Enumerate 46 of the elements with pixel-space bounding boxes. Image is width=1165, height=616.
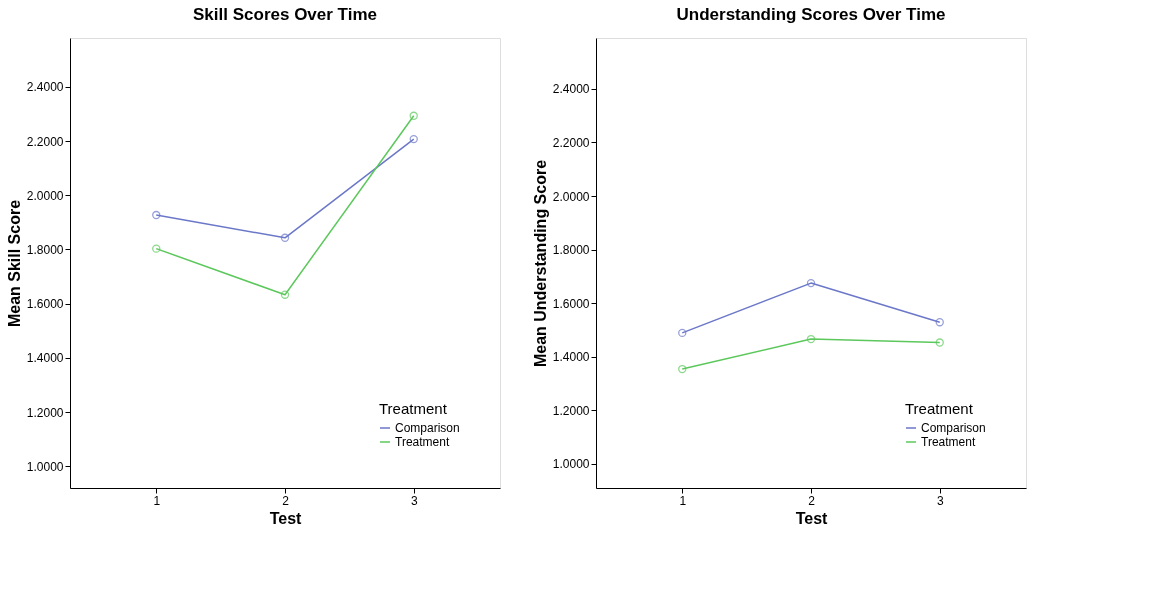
point	[678, 328, 687, 338]
point	[678, 364, 687, 374]
y-tick-label: 1.2000	[26, 405, 64, 420]
point	[280, 233, 290, 242]
point	[935, 338, 944, 347]
legend-title: Treatment	[379, 400, 448, 417]
point	[806, 278, 816, 288]
chart-title: Skill Scores Over Time	[193, 5, 377, 24]
point	[152, 244, 161, 253]
y-tick-label: 1.8000	[26, 242, 64, 257]
y-tick-label: 2.2000	[552, 135, 590, 150]
legend-label: Treatment	[395, 435, 450, 449]
point	[409, 134, 418, 144]
y-tick-label: 2.4000	[26, 80, 64, 95]
legend-label: Comparison	[395, 421, 460, 435]
y-axis-title: Mean Understanding Score	[531, 159, 549, 368]
y-tick-label: 1.0000	[552, 457, 590, 472]
legend-label: Comparison	[921, 421, 986, 435]
y-tick-label: 1.4000	[552, 350, 590, 365]
x-tick-label: 3	[936, 493, 944, 508]
y-tick-label: 1.0000	[26, 459, 64, 474]
y-tick-label: 2.2000	[26, 134, 64, 149]
y-tick-label: 2.0000	[26, 188, 64, 203]
point	[409, 111, 418, 120]
chart-title: Understanding Scores Over Time	[676, 5, 946, 24]
x-tick-label: 2	[808, 493, 816, 508]
point	[152, 210, 161, 220]
x-tick-label: 3	[410, 493, 418, 508]
y-tick-label: 1.4000	[26, 351, 64, 366]
y-tick-label: 1.6000	[552, 296, 590, 311]
x-tick-label: 1	[679, 493, 687, 508]
x-axis-title: Test	[269, 509, 303, 527]
legend-label: Treatment	[921, 435, 976, 449]
y-tick-label: 2.4000	[552, 82, 590, 97]
y-tick-label: 2.0000	[552, 189, 590, 204]
legend-title: Treatment	[905, 400, 974, 417]
point	[935, 318, 944, 327]
x-axis-title: Test	[795, 509, 829, 527]
x-tick-label: 1	[153, 493, 161, 508]
y-tick-label: 1.2000	[552, 403, 590, 418]
point	[280, 290, 290, 299]
y-tick-label: 1.6000	[26, 297, 64, 312]
point	[806, 334, 816, 344]
x-tick-label: 2	[282, 493, 290, 508]
y-tick-label: 1.8000	[552, 243, 590, 258]
y-axis-title: Mean Skill Score	[5, 199, 23, 328]
